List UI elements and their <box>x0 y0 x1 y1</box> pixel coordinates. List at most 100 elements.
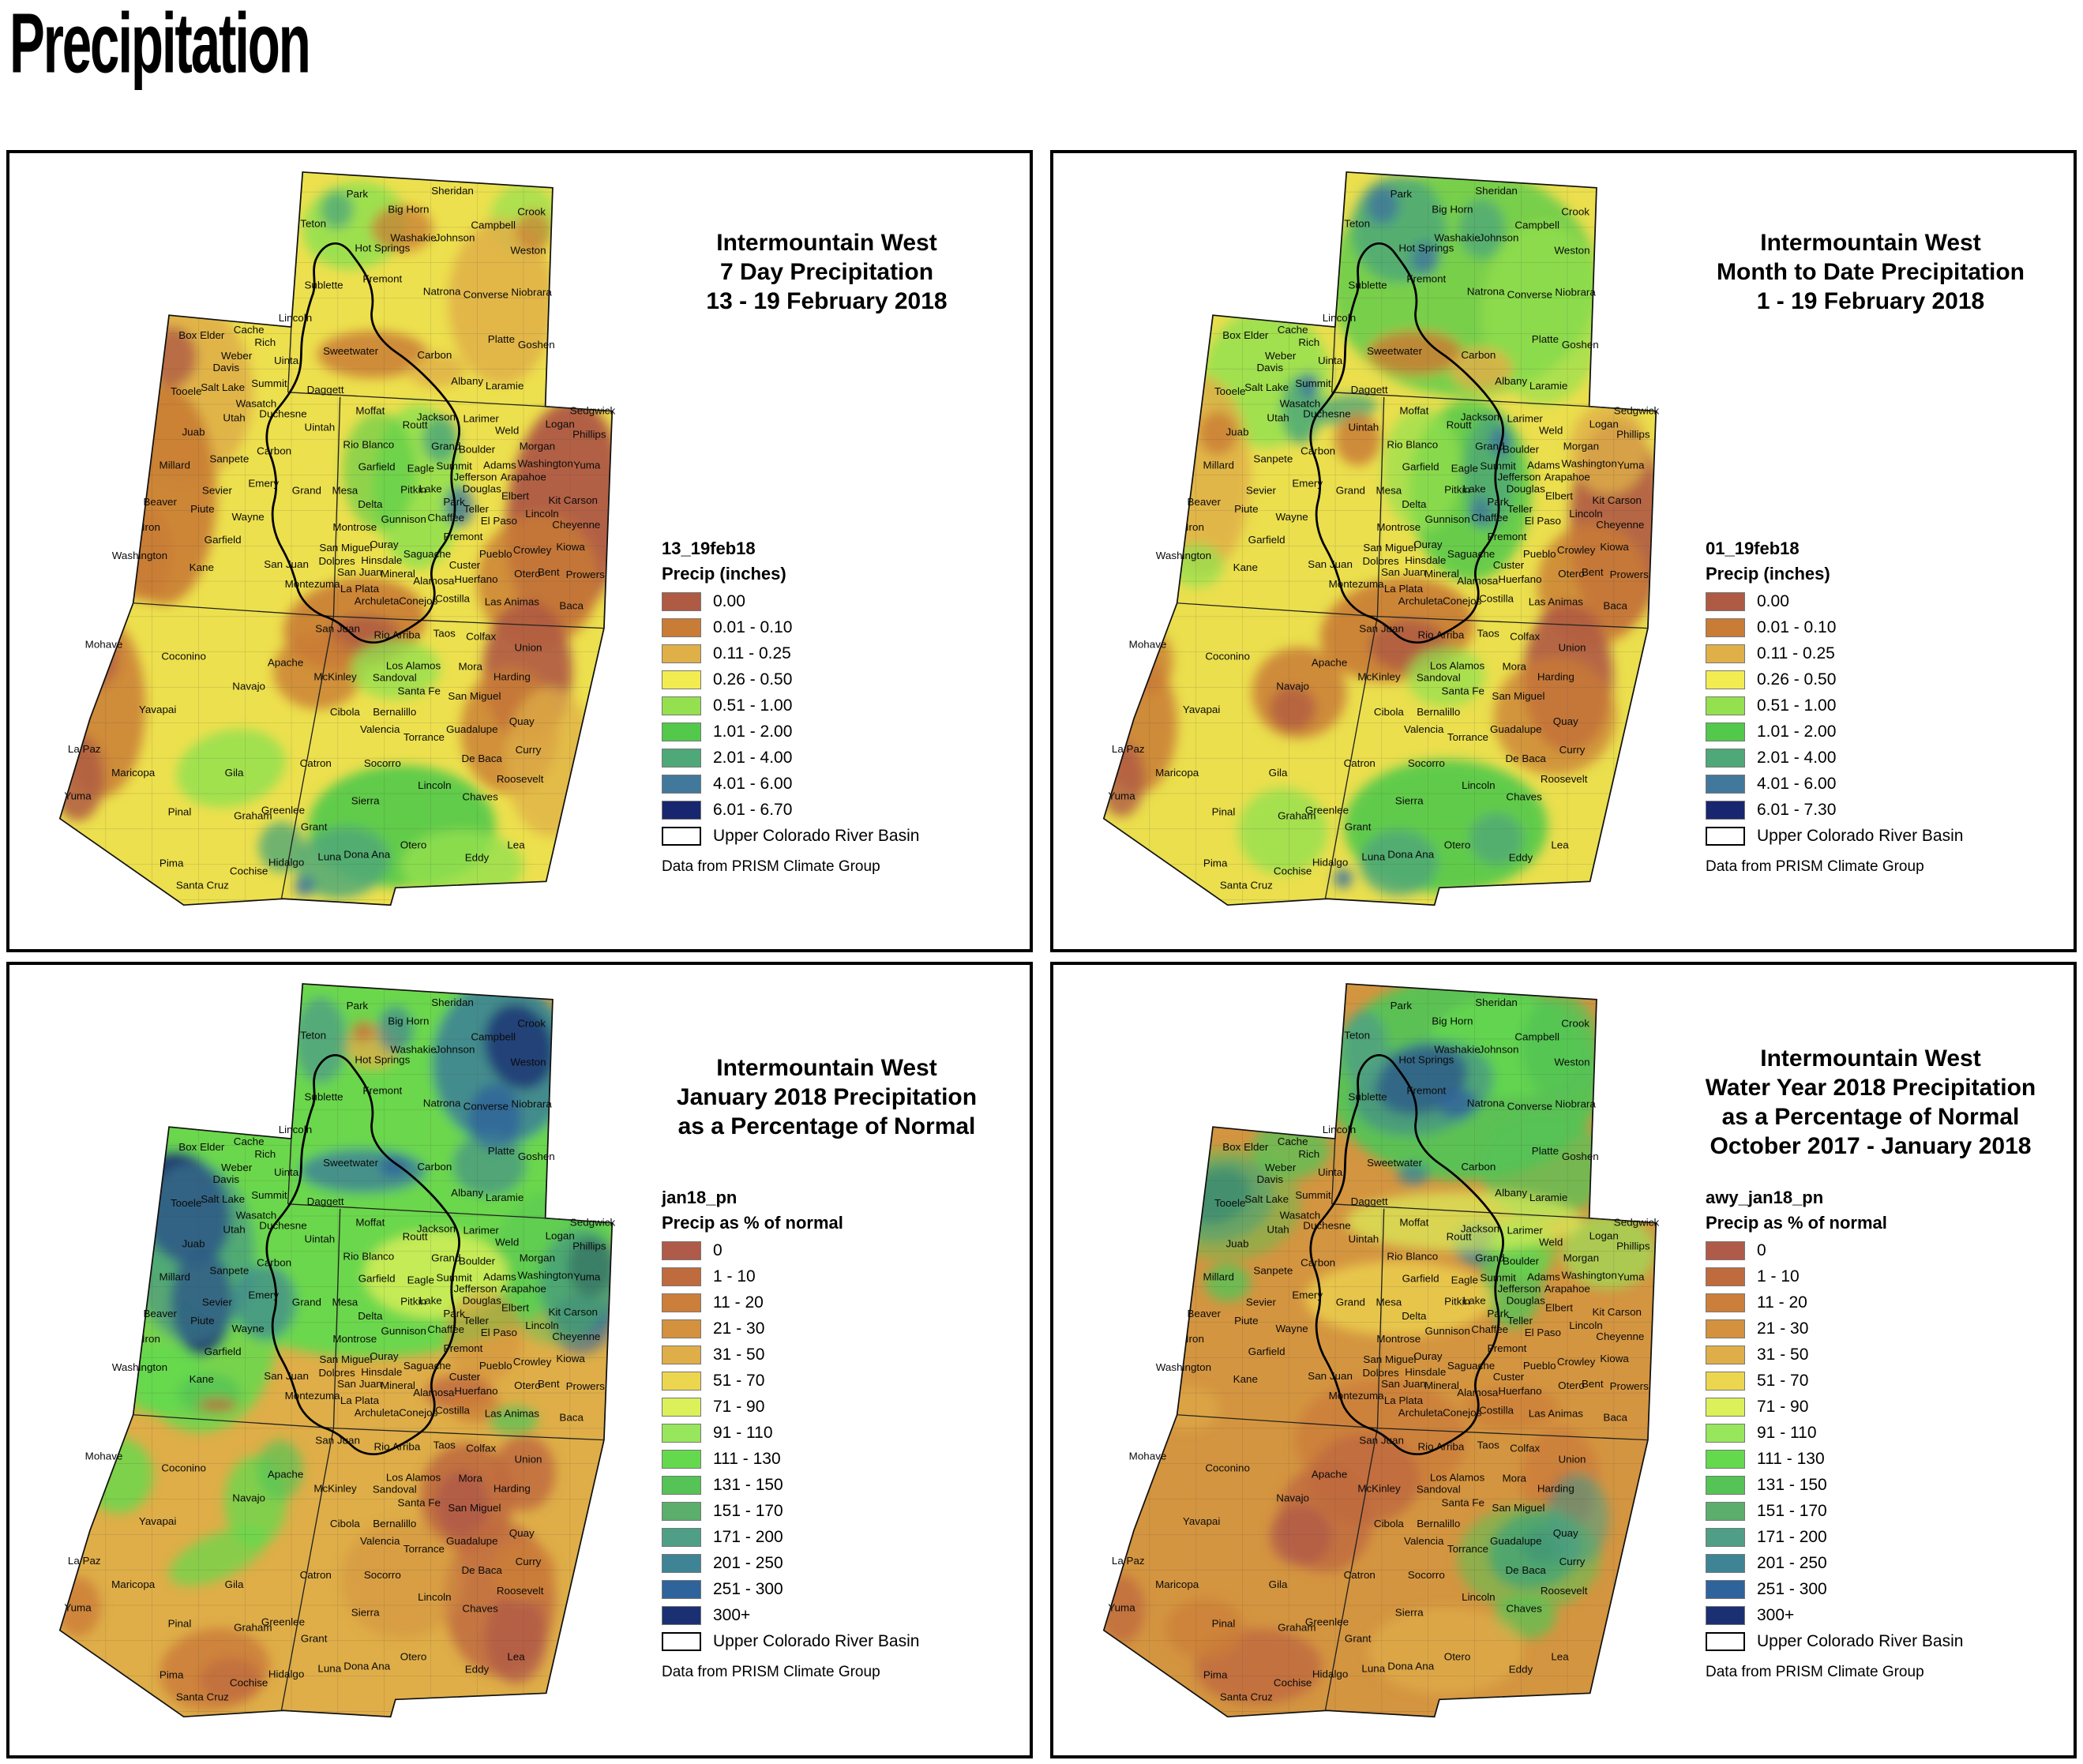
county-label: Weber <box>221 1162 253 1173</box>
county-label: Maricopa <box>1155 1578 1199 1590</box>
county-label: Wayne <box>1276 1323 1308 1334</box>
legend-row: 91 - 110 <box>1706 1424 2077 1443</box>
county-label: Torrance <box>403 1543 445 1555</box>
county-label: Summit <box>1295 377 1331 389</box>
county-label: La Paz <box>68 1555 101 1567</box>
county-label: Grant <box>301 1633 328 1645</box>
county-label: Socorro <box>1408 1569 1445 1581</box>
county-label: Cochise <box>1274 1677 1312 1689</box>
county-label: Gunnison <box>381 1325 426 1337</box>
county-label: Cache <box>1278 324 1308 336</box>
county-label: Montrose <box>1376 1333 1421 1345</box>
county-label: La Plata <box>1384 583 1424 595</box>
legend-row: 1 - 10 <box>1706 1267 2077 1286</box>
state-borders <box>133 1139 613 1711</box>
legend-row: 0.11 - 0.25 <box>1706 644 2077 663</box>
legend-label: 0.00 <box>713 592 745 610</box>
county-label: Uinta <box>274 355 299 366</box>
county-label: Cochise <box>230 1677 268 1689</box>
legend-swatch <box>662 1450 701 1469</box>
county-label: Hinsdale <box>361 1366 402 1378</box>
legend-row: 0.11 - 0.25 <box>662 644 1033 663</box>
legend-swatch <box>1706 1450 1745 1469</box>
county-label: Guadalupe <box>446 1535 498 1547</box>
county-label: Crook <box>1561 206 1589 218</box>
county-label: Grand <box>1475 441 1504 452</box>
county-label: Carbon <box>257 1257 291 1269</box>
county-label: Sedgwick <box>570 405 616 417</box>
county-label: Alamosa <box>413 575 455 587</box>
county-label: Mineral <box>381 568 415 580</box>
legend-label: 91 - 110 <box>1757 1424 1817 1442</box>
legend-title: Precip as % of normal <box>1706 1213 1887 1233</box>
county-label: Millard <box>1203 460 1234 471</box>
legend-swatch <box>1706 775 1745 794</box>
county-label: San Juan <box>337 566 382 578</box>
legend-swatch <box>662 618 701 637</box>
county-label: Utah <box>223 412 245 424</box>
county-label: Delta <box>358 498 383 510</box>
county-label: San Miguel <box>448 1502 501 1514</box>
county-label: Jefferson <box>1497 1283 1541 1295</box>
county-label: Phillips <box>1616 429 1650 441</box>
county-label: Elbert <box>1545 490 1573 501</box>
county-label: De Baca <box>461 753 502 764</box>
legend-layer-name: awy_jan18_pn <box>1706 1188 1824 1207</box>
county-label: Natrona <box>1467 1098 1505 1109</box>
legend-row: 151 - 170 <box>1706 1502 2077 1521</box>
county-label: Jefferson <box>1497 471 1541 483</box>
county-label: Moffat <box>355 1217 385 1229</box>
county-label: Utah <box>1267 1224 1289 1236</box>
county-label: McKinley <box>1357 1483 1401 1495</box>
legend-row-basin: Upper Colorado River Basin <box>662 1632 1033 1651</box>
legend-label: 251 - 300 <box>1757 1580 1827 1598</box>
legend-row: 0 <box>1706 1241 2077 1260</box>
county-label: Routt <box>403 419 428 431</box>
county-label: Washington <box>518 458 573 470</box>
county-label: Emery <box>1292 1289 1323 1301</box>
county-label: Santa Cruz <box>1220 1691 1273 1702</box>
legend-row-basin: Upper Colorado River Basin <box>1706 827 2077 846</box>
county-label: Sublette <box>304 280 343 291</box>
panel-title: Intermountain West January 2018 Precipita… <box>625 1053 1028 1141</box>
county-label: Delta <box>1402 498 1427 510</box>
county-label: Crowley <box>513 544 552 556</box>
legend-swatch <box>1706 670 1745 689</box>
county-label: Roosevelt <box>497 1585 544 1597</box>
county-label: Yuma <box>1108 1602 1135 1614</box>
county-label: Morgan <box>1563 1252 1599 1264</box>
panel-title-line: Month to Date Precipitation <box>1717 259 2025 285</box>
county-label: San Juan <box>337 1378 382 1390</box>
county-label: Weston <box>510 245 546 257</box>
legend-label: 0.26 - 0.50 <box>1757 670 1837 689</box>
county-label: Fremont <box>444 531 483 542</box>
panel-title-line: October 2017 - January 2018 <box>1710 1133 2032 1159</box>
county-label: Eagle <box>407 463 434 475</box>
county-label: Lea <box>507 1651 525 1663</box>
panel-7day-precip: Park Sheridan Big Horn Crook Campbell Teton Wa… <box>6 150 1033 952</box>
county-label: Coconino <box>161 1462 206 1474</box>
county-label: Sublette <box>304 1091 343 1103</box>
map-area: Park Sheridan Big Horn Crook Campbell Teton Wa… <box>13 156 632 943</box>
county-label: Moffat <box>355 405 385 417</box>
legend-row: 111 - 130 <box>662 1450 1033 1469</box>
legend-row: 6.01 - 6.70 <box>662 801 1033 820</box>
county-label: Albany <box>451 1187 483 1199</box>
county-label: Kane <box>190 561 214 573</box>
county-label: Morgan <box>520 441 555 452</box>
county-label: Platte <box>488 333 515 345</box>
county-label: San Juan <box>1308 1370 1353 1382</box>
county-label: Curry <box>516 1556 542 1567</box>
county-label: Mesa <box>332 1296 358 1308</box>
county-label: Luna <box>1361 1663 1385 1675</box>
county-label: Mohave <box>85 1451 123 1462</box>
county-label: Otero <box>514 568 541 580</box>
legend-label: 71 - 90 <box>713 1398 765 1416</box>
county-label: San Miguel <box>1492 690 1544 702</box>
county-label: San Miguel <box>1492 1502 1544 1514</box>
county-label: Niobrara <box>1555 287 1596 298</box>
county-label: Dolores <box>1362 1367 1399 1379</box>
county-label: Taos <box>1477 1439 1500 1451</box>
county-label: Lake <box>1463 483 1486 495</box>
